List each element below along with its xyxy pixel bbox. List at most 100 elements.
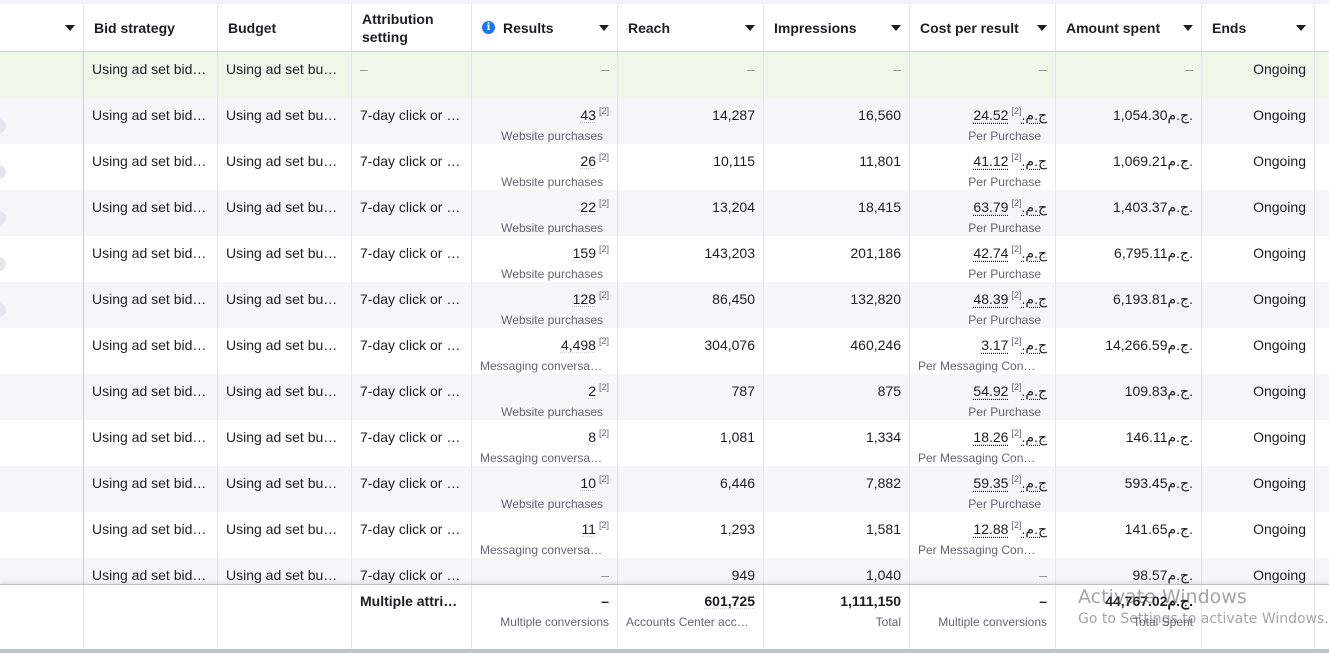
cost-per-result-cell-subtitle: Per Purchase [968, 267, 1041, 281]
row-name-cell[interactable] [0, 420, 84, 466]
chevron-down-icon[interactable] [65, 24, 75, 31]
table-row[interactable]: Using ad set bid strategy Using ad set bu… [0, 236, 1329, 282]
column-header-bid-strategy[interactable]: Bid strategy [84, 4, 218, 51]
column-header-reach[interactable]: Reach [618, 4, 764, 51]
table-row[interactable]: Using ad set bid strategy Using ad set bu… [0, 144, 1329, 190]
row-toggle-handle[interactable] [0, 303, 6, 317]
row-spacer [1315, 190, 1329, 236]
column-header-cost-per-result[interactable]: Cost per result [910, 4, 1056, 51]
results-cell-text[interactable]: 10 [580, 475, 596, 491]
table-row[interactable]: Using ad set bid strategy Using ad set bu… [0, 558, 1329, 584]
table-row[interactable]: Using ad set bid strategy Using ad set bu… [0, 512, 1329, 558]
cost-per-result-cell-value: 18.26ج.م.[2] [918, 429, 1047, 446]
attribution-marker: [2] [1011, 475, 1022, 484]
column-header-impressions[interactable]: Impressions [764, 4, 910, 51]
impressions-cell: 132,820 [764, 282, 910, 328]
results-cell-text[interactable]: 159 [572, 245, 596, 261]
totals-reach-cell-text[interactable]: 601,725 [704, 593, 755, 609]
column-header-ends[interactable]: Ends [1202, 4, 1315, 51]
cost-per-result-cell-subtitle: Per Messaging Conversation Started [918, 543, 1041, 557]
table-row[interactable]: Using ad set bid strategy Using ad set bu… [0, 420, 1329, 466]
table-row[interactable]: Using ad set bid strategy Using ad set bu… [0, 374, 1329, 420]
column-header-label: Attribution setting [362, 10, 434, 45]
ends-cell-text: Ongoing [1253, 291, 1306, 307]
row-name-cell[interactable] [0, 190, 84, 236]
amount-spent-cell-text: 14,266.59ج.م. [1105, 337, 1193, 353]
table-row[interactable]: Using ad set bid strategy Using ad set bu… [0, 328, 1329, 374]
results-cell-text[interactable]: 128 [572, 291, 596, 307]
row-name-cell[interactable] [0, 374, 84, 420]
row-toggle-handle[interactable] [0, 165, 6, 179]
row-name-cell[interactable] [0, 328, 84, 374]
column-header-results[interactable]: i Results [472, 4, 618, 51]
horizontal-scrollbar[interactable] [0, 649, 1329, 653]
row-name-cell[interactable] [0, 466, 84, 512]
chevron-down-icon[interactable] [745, 24, 755, 31]
budget-cell-value: Using ad set budget [226, 153, 343, 169]
amount-spent-cell-value: 593.45ج.م. [1064, 475, 1193, 492]
totals-attribution-cell-text: Multiple attribution settings [360, 593, 463, 609]
row-name-cell[interactable] [0, 98, 84, 144]
chevron-down-icon[interactable] [1037, 24, 1047, 31]
attribution-cell: – [352, 52, 472, 98]
impressions-cell-text: 201,186 [850, 245, 901, 261]
budget-cell-text: Using ad set budget [226, 291, 343, 307]
results-cell-text[interactable]: 8 [588, 429, 596, 445]
attribution-cell-text: – [360, 61, 368, 77]
info-icon[interactable]: i [482, 21, 495, 34]
impressions-cell: 7,882 [764, 466, 910, 512]
chevron-down-icon[interactable] [891, 24, 901, 31]
results-cell-value: – [480, 61, 609, 77]
table-row[interactable]: Using ad set bid strategy Using ad set bu… [0, 52, 1329, 98]
ends-cell-value: Ongoing [1210, 521, 1306, 537]
attribution-cell-text: 7-day click or 1-day view [360, 429, 463, 445]
row-name-cell[interactable] [0, 52, 84, 98]
row-name-cell[interactable] [0, 558, 84, 584]
amount-spent-cell: 14,266.59ج.م. [1056, 328, 1202, 374]
results-cell-text[interactable]: 2 [588, 383, 596, 399]
table-row[interactable]: Using ad set bid strategy Using ad set bu… [0, 466, 1329, 512]
table-row[interactable]: Using ad set bid strategy Using ad set bu… [0, 190, 1329, 236]
column-header-name[interactable] [0, 4, 84, 51]
results-cell-text[interactable]: 4,498 [560, 337, 596, 353]
cost-per-result-cell: 54.92ج.م.[2] Per Purchase [910, 374, 1056, 420]
row-name-cell[interactable] [0, 512, 84, 558]
column-header-attribution-setting[interactable]: Attribution setting [352, 4, 472, 51]
table-row[interactable]: Using ad set bid strategy Using ad set bu… [0, 98, 1329, 144]
results-cell-text[interactable]: 11 [581, 521, 596, 537]
amount-spent-cell: 6,795.11ج.م. [1056, 236, 1202, 282]
attribution-marker: [2] [598, 199, 609, 208]
row-name-cell[interactable] [0, 236, 84, 282]
amount-spent-cell-text: 98.57ج.م. [1132, 567, 1193, 583]
row-toggle-handle[interactable] [0, 119, 6, 133]
cost-per-result-cell-value: 41.12ج.م.[2] [918, 153, 1047, 170]
row-name-cell[interactable] [0, 144, 84, 190]
row-toggle-handle[interactable] [0, 211, 6, 225]
ends-cell: Ongoing [1202, 282, 1315, 328]
results-cell-text[interactable]: 26 [580, 153, 596, 169]
row-name-cell[interactable] [0, 282, 84, 328]
budget-cell-value: Using ad set budget [226, 107, 343, 123]
totals-reach-cell: 601,725 Accounts Center accounts [618, 585, 764, 650]
reach-cell: 1,293 [618, 512, 764, 558]
ends-cell-value: Ongoing [1210, 475, 1306, 491]
results-cell: – [472, 558, 618, 584]
bid-strategy-cell: Using ad set bid strategy [84, 52, 218, 98]
column-header-budget[interactable]: Budget [218, 4, 352, 51]
table-row[interactable]: Using ad set bid strategy Using ad set bu… [0, 282, 1329, 328]
totals-amount-spent-cell: 44,767.02ج.م. Total Spent [1056, 585, 1202, 650]
results-cell-text[interactable]: 22 [580, 199, 596, 215]
bid-strategy-cell: Using ad set bid strategy [84, 282, 218, 328]
chevron-down-icon[interactable] [1183, 24, 1193, 31]
totals-results-cell-value: – [480, 593, 609, 609]
budget-cell-value: Using ad set budget [226, 337, 343, 353]
column-header-amount-spent[interactable]: Amount spent [1056, 4, 1202, 51]
ends-cell-value: Ongoing [1210, 245, 1306, 261]
chevron-down-icon[interactable] [599, 24, 609, 31]
ends-cell-text: Ongoing [1253, 107, 1306, 123]
chevron-down-icon[interactable] [1296, 24, 1306, 31]
reach-cell-text: 14,287 [712, 107, 755, 123]
results-cell-text[interactable]: 43 [580, 107, 596, 123]
row-toggle-handle[interactable] [0, 257, 6, 271]
impressions-cell-text: 132,820 [850, 291, 901, 307]
